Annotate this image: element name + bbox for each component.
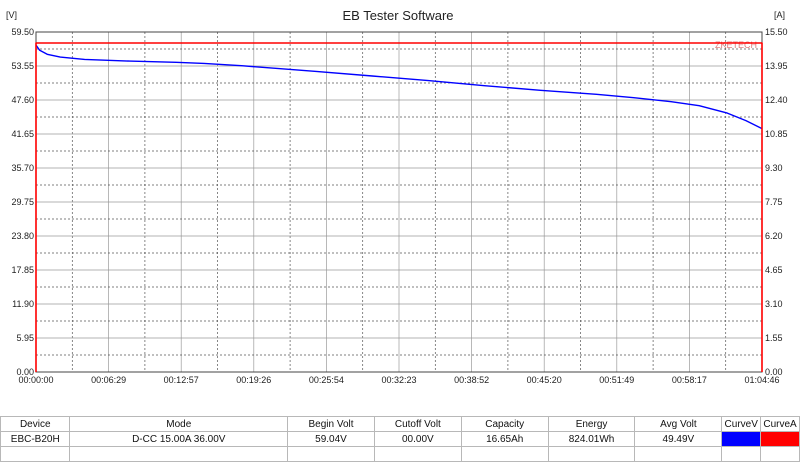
- left-axis-ticks: 0.00 5.95 11.90 17.85 23.80 29.75 35.70 41.65 47…: [11, 27, 34, 377]
- right-tick-label: 12.40: [765, 95, 788, 105]
- header-capacity: Capacity: [460, 416, 549, 432]
- right-tick-label: 1.55: [765, 333, 783, 343]
- summary-header-row: Device Mode Begin Volt Cutoff Volt Capac…: [0, 416, 800, 432]
- x-axis-ticks: 00:00:00 00:06:29 00:12:57 00:19:26 00:25:54…: [18, 375, 779, 385]
- right-tick-label: 7.75: [765, 197, 783, 207]
- series-curvev-line: [35, 44, 763, 130]
- header-cutoff-volt: Cutoff Volt: [373, 416, 462, 432]
- left-axis-unit: [V]: [6, 10, 17, 20]
- energy-value: 824.01Wh: [547, 431, 636, 447]
- right-axis-ticks: 0.00 1.55 3.10 4.65 6.20 7.75 9.30 10.85 12.40 13…: [765, 27, 788, 377]
- left-tick-label: 11.90: [12, 299, 34, 309]
- right-tick-label: 6.20: [765, 231, 783, 241]
- cutoff-volt-value: 00.00V: [373, 431, 462, 447]
- x-tick-label: 00:19:26: [236, 375, 271, 385]
- x-tick-label: 00:12:57: [164, 375, 199, 385]
- header-avg-volt: Avg Volt: [634, 416, 723, 432]
- left-tick-label: 41.65: [11, 129, 34, 139]
- right-tick-label: 9.30: [765, 163, 783, 173]
- x-tick-label: 00:32:23: [381, 375, 416, 385]
- x-tick-label: 00:58:17: [672, 375, 707, 385]
- right-tick-label: 3.10: [765, 299, 783, 309]
- eb-tester-chart: EB Tester Software [V] [A] 0.00 5.95 11.90…: [6, 8, 788, 385]
- left-tick-label: 29.75: [11, 197, 34, 207]
- summary-table: Device Mode Begin Volt Cutoff Volt Capac…: [0, 416, 800, 462]
- right-tick-label: 10.85: [765, 129, 788, 139]
- left-tick-label: 53.55: [11, 61, 34, 71]
- x-tick-label: 00:38:52: [454, 375, 489, 385]
- grid-lines: [35, 31, 763, 373]
- series-layer: [35, 42, 763, 372]
- left-tick-label: 23.80: [11, 231, 34, 241]
- header-energy: Energy: [547, 416, 636, 432]
- x-tick-label: 00:06:29: [91, 375, 126, 385]
- x-tick-label: 00:25:54: [309, 375, 344, 385]
- header-device: Device: [0, 416, 71, 432]
- right-tick-label: 4.65: [765, 265, 783, 275]
- header-curve-v[interactable]: CurveV: [721, 416, 762, 432]
- capacity-value: 16.65Ah: [460, 431, 549, 447]
- header-curve-a[interactable]: CurveA: [760, 416, 800, 432]
- device-value: EBC-B20H: [0, 431, 71, 447]
- chart-title: EB Tester Software: [342, 8, 453, 23]
- header-mode: Mode: [69, 416, 289, 432]
- right-tick-label: 15.50: [765, 27, 788, 37]
- begin-volt-value: 59.04V: [287, 431, 375, 447]
- x-tick-label: 00:51:49: [599, 375, 634, 385]
- left-tick-label: 5.95: [16, 333, 34, 343]
- zketech-watermark: ZKETECH: [715, 40, 757, 50]
- right-tick-label: 13.95: [765, 61, 788, 71]
- right-axis-unit: [A]: [774, 10, 785, 20]
- summary-data-row: EBC-B20H D-CC 15.00A 36.00V 59.04V 00.00…: [0, 431, 800, 447]
- left-tick-label: 35.70: [11, 163, 34, 173]
- left-tick-label: 47.60: [11, 95, 34, 105]
- left-tick-label: 17.85: [11, 265, 34, 275]
- x-tick-label: 00:45:20: [527, 375, 562, 385]
- header-begin-volt: Begin Volt: [287, 416, 375, 432]
- mode-value: D-CC 15.00A 36.00V: [69, 431, 289, 447]
- summary-empty-row: [0, 446, 800, 462]
- series-curvea-line: [35, 42, 763, 372]
- left-tick-label: 59.50: [11, 27, 34, 37]
- left-tick-label: 0.00: [16, 367, 34, 377]
- x-tick-label: 00:00:00: [18, 375, 53, 385]
- x-tick-label: 01:04:46: [744, 375, 779, 385]
- avg-volt-value: 49.49V: [634, 431, 723, 447]
- curve-v-swatch[interactable]: [721, 431, 762, 447]
- right-tick-label: 0.00: [765, 367, 783, 377]
- curve-a-swatch[interactable]: [760, 431, 800, 447]
